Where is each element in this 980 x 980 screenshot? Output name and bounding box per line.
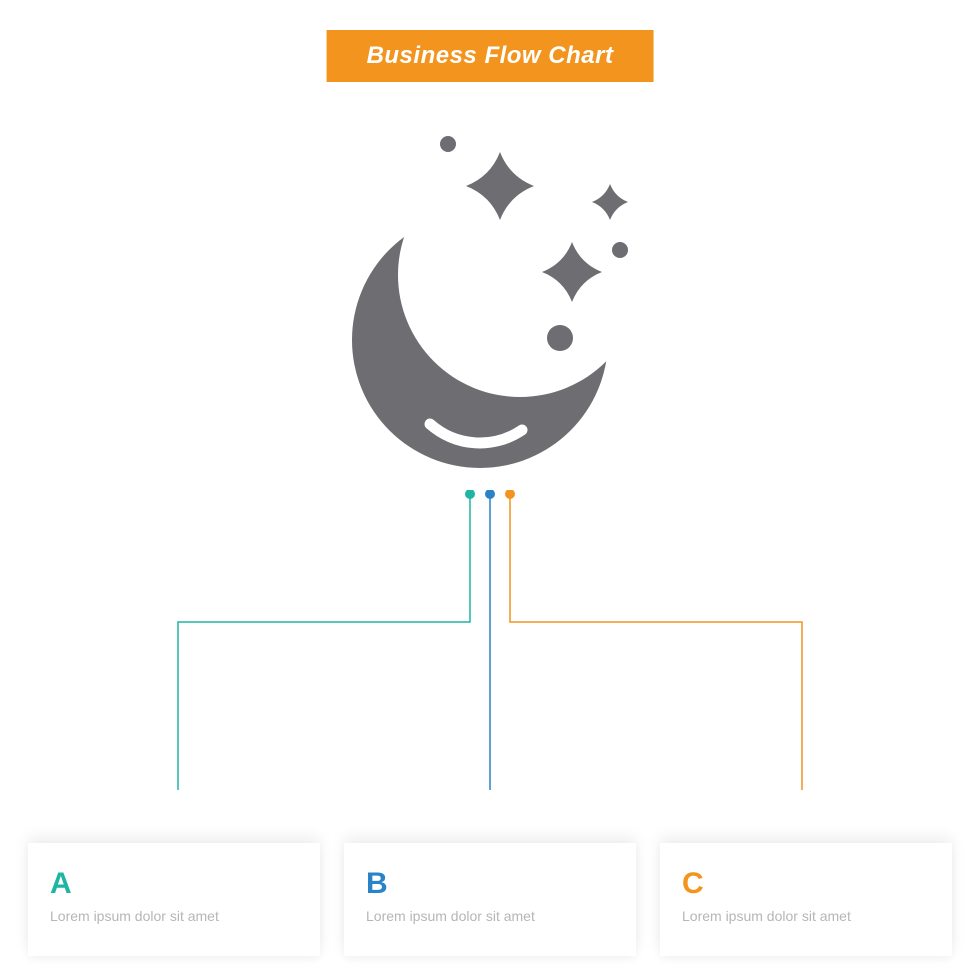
- card-body: Lorem ipsum dolor sit amet: [50, 907, 298, 926]
- card-letter: A: [50, 867, 298, 901]
- card-a: A Lorem ipsum dolor sit amet: [28, 843, 320, 956]
- card-letter: C: [682, 867, 930, 901]
- card-c: C Lorem ipsum dolor sit amet: [660, 843, 952, 956]
- card-b: B Lorem ipsum dolor sit amet: [344, 843, 636, 956]
- title-banner: Business Flow Chart: [327, 30, 654, 82]
- moon-stars-icon: [320, 130, 660, 470]
- cards-row: A Lorem ipsum dolor sit amet B Lorem ips…: [0, 843, 980, 980]
- card-letter: B: [366, 867, 614, 901]
- card-body: Lorem ipsum dolor sit amet: [682, 907, 930, 926]
- card-body: Lorem ipsum dolor sit amet: [366, 907, 614, 926]
